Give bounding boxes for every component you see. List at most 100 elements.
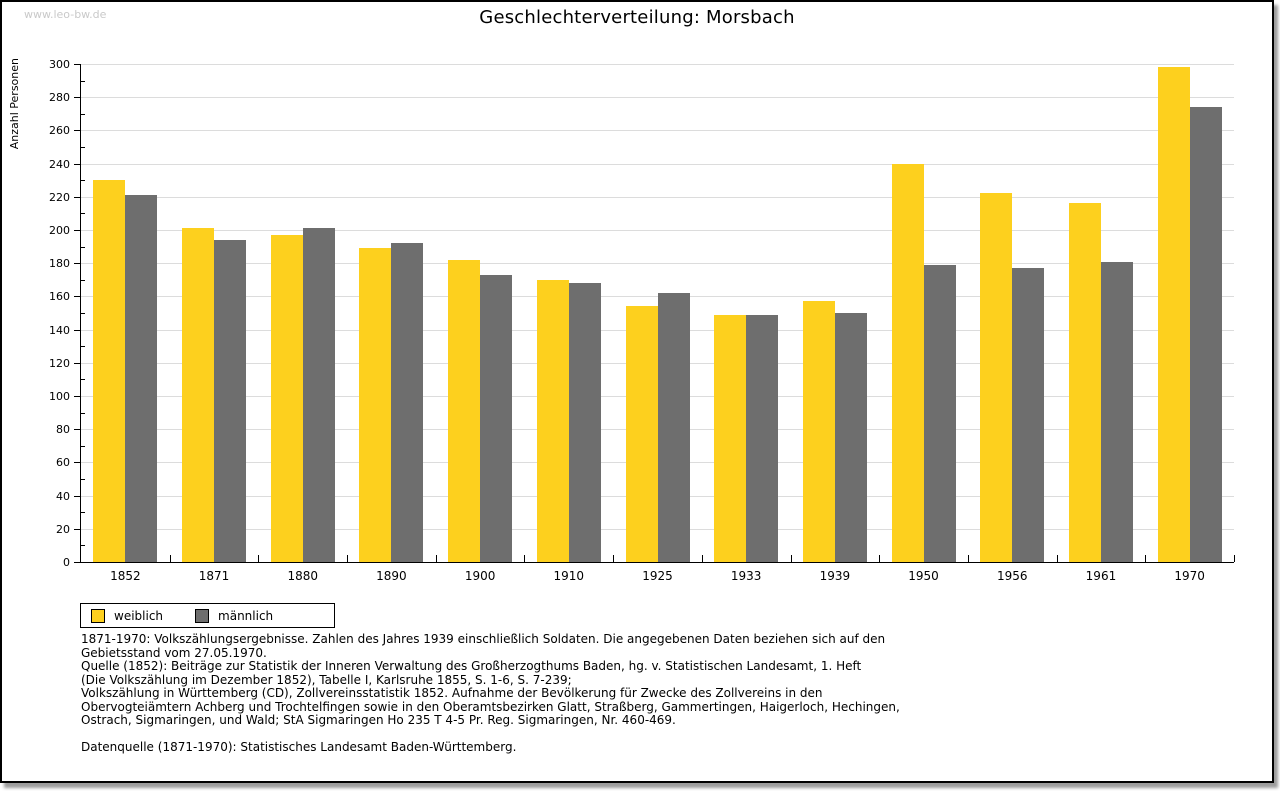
bar-maennlich-1871: [214, 239, 247, 562]
bar-weiblich-1871: [182, 228, 215, 562]
x-axis-tick: [1056, 555, 1058, 562]
footnotes: 1871-1970: Volkszählungsergebnisse. Zahl…: [81, 632, 900, 755]
footnote-line: Gebietsstand vom 27.05.1970.: [81, 645, 267, 660]
y-axis-tick: [74, 362, 80, 364]
y-axis-minor-tick: [81, 279, 85, 281]
bar-weiblich-1933: [714, 314, 747, 562]
x-axis-tick: [347, 555, 349, 562]
y-axis-minor-tick: [81, 80, 85, 82]
bar-weiblich-1939: [802, 301, 835, 562]
bar-maennlich-1910: [568, 283, 601, 562]
x-axis-label: 1890: [376, 569, 407, 583]
x-axis-label: 1939: [819, 569, 851, 583]
x-axis-tick: [169, 555, 171, 562]
footnote-line: Quelle (1852): Beiträge zur Statistik de…: [81, 659, 862, 673]
y-axis-tick: [74, 196, 80, 198]
bar-maennlich-1956: [1012, 268, 1045, 562]
x-axis-label: 1910: [553, 569, 585, 583]
bar-maennlich-1925: [657, 293, 690, 562]
bar-weiblich-1852: [93, 180, 126, 562]
y-axis-label: 280: [49, 91, 70, 105]
x-axis-label: 1852: [110, 569, 141, 583]
y-axis-label: 200: [49, 224, 70, 237]
x-axis-tick: [613, 555, 615, 562]
y-axis-label: 260: [49, 124, 70, 138]
footnote-line: 1871-1970: Volkszählungsergebnisse. Zahl…: [81, 632, 886, 646]
y-axis-label: 100: [49, 390, 70, 403]
x-axis-tick: [790, 555, 792, 562]
legend: weiblich männlich: [80, 603, 335, 628]
y-axis-label: 140: [49, 323, 70, 337]
y-axis-label: 300: [49, 58, 70, 71]
y-axis-tick: [74, 495, 80, 497]
y-axis-tick: [74, 296, 80, 298]
bar-maennlich-1939: [834, 313, 867, 562]
x-axis-tick: [435, 555, 437, 562]
bar-maennlich-1880: [302, 228, 335, 562]
y-axis-title: Anzahl Personen: [8, 58, 21, 150]
y-axis-label: 40: [56, 489, 70, 503]
footnote-line: Obervogteiämtern Achberg und Trochtelfin…: [81, 699, 900, 714]
legend-item-maennlich: männlich: [195, 608, 273, 623]
y-axis-minor-tick: [81, 445, 85, 447]
y-axis-minor-tick: [81, 313, 85, 314]
bar-maennlich-1970: [1189, 107, 1222, 562]
y-axis-tick: [74, 396, 80, 397]
gridline: [81, 130, 1234, 132]
x-axis-label: 1956: [996, 569, 1028, 583]
legend-item-weiblich: weiblich: [91, 608, 163, 623]
y-axis-label: 220: [49, 190, 70, 204]
bar-maennlich-1890: [391, 243, 424, 562]
y-axis-minor-tick: [81, 545, 85, 547]
legend-swatch-maennlich: [195, 608, 210, 623]
y-axis-minor-tick: [81, 213, 85, 215]
bar-weiblich-1910: [536, 279, 569, 562]
y-axis-label: 0: [63, 556, 70, 569]
y-axis-minor-tick: [81, 479, 85, 480]
bar-maennlich-1950: [923, 264, 956, 562]
y-axis-minor-tick: [81, 379, 85, 381]
gridline: [81, 163, 1234, 165]
gridline: [81, 64, 1234, 65]
y-axis-label: 180: [49, 257, 70, 271]
y-axis-tick: [74, 230, 80, 231]
bar-maennlich-1933: [746, 314, 779, 562]
x-axis-label: 1950: [908, 569, 939, 583]
bar-maennlich-1852: [125, 195, 158, 562]
bar-weiblich-1890: [359, 248, 392, 562]
bar-maennlich-1900: [480, 274, 513, 562]
footnote-line: [81, 728, 900, 742]
y-axis-minor-tick: [81, 512, 85, 514]
x-axis-label: 1933: [730, 569, 762, 583]
y-axis-tick: [74, 429, 80, 431]
watermark: www.leo-bw.de: [24, 8, 107, 21]
y-axis-tick: [74, 562, 80, 563]
footnote-line: (Die Volkszählung im Dezember 1852), Tab…: [81, 672, 572, 687]
bar-weiblich-1880: [270, 234, 303, 562]
footnote-line: Datenquelle (1871-1970): Statistisches L…: [81, 740, 517, 754]
y-axis-tick: [74, 97, 80, 99]
bar-weiblich-1900: [448, 259, 481, 562]
bar-weiblich-1961: [1068, 203, 1101, 562]
x-axis-tick: [524, 555, 526, 562]
x-axis-label: 1871: [198, 569, 230, 583]
x-axis-label: 1900: [464, 569, 496, 583]
x-axis-tick: [1145, 555, 1147, 562]
y-axis-tick: [74, 263, 80, 265]
bar-weiblich-1970: [1157, 67, 1190, 562]
x-axis-label: 1970: [1174, 569, 1205, 583]
x-axis-tick: [258, 555, 260, 562]
x-axis-label: 1880: [287, 569, 318, 583]
y-axis-label: 80: [56, 423, 70, 437]
x-axis-tick: [967, 555, 969, 562]
x-axis-tick: [701, 555, 703, 562]
gridline: [81, 263, 1234, 265]
gridline: [81, 230, 1234, 231]
y-axis-label: 20: [56, 522, 70, 536]
footnote-line: Volkszählung in Württemberg (CD), Zollve…: [81, 686, 823, 700]
y-axis-tick: [74, 163, 80, 165]
gridline: [81, 97, 1234, 99]
gridline: [81, 196, 1234, 198]
